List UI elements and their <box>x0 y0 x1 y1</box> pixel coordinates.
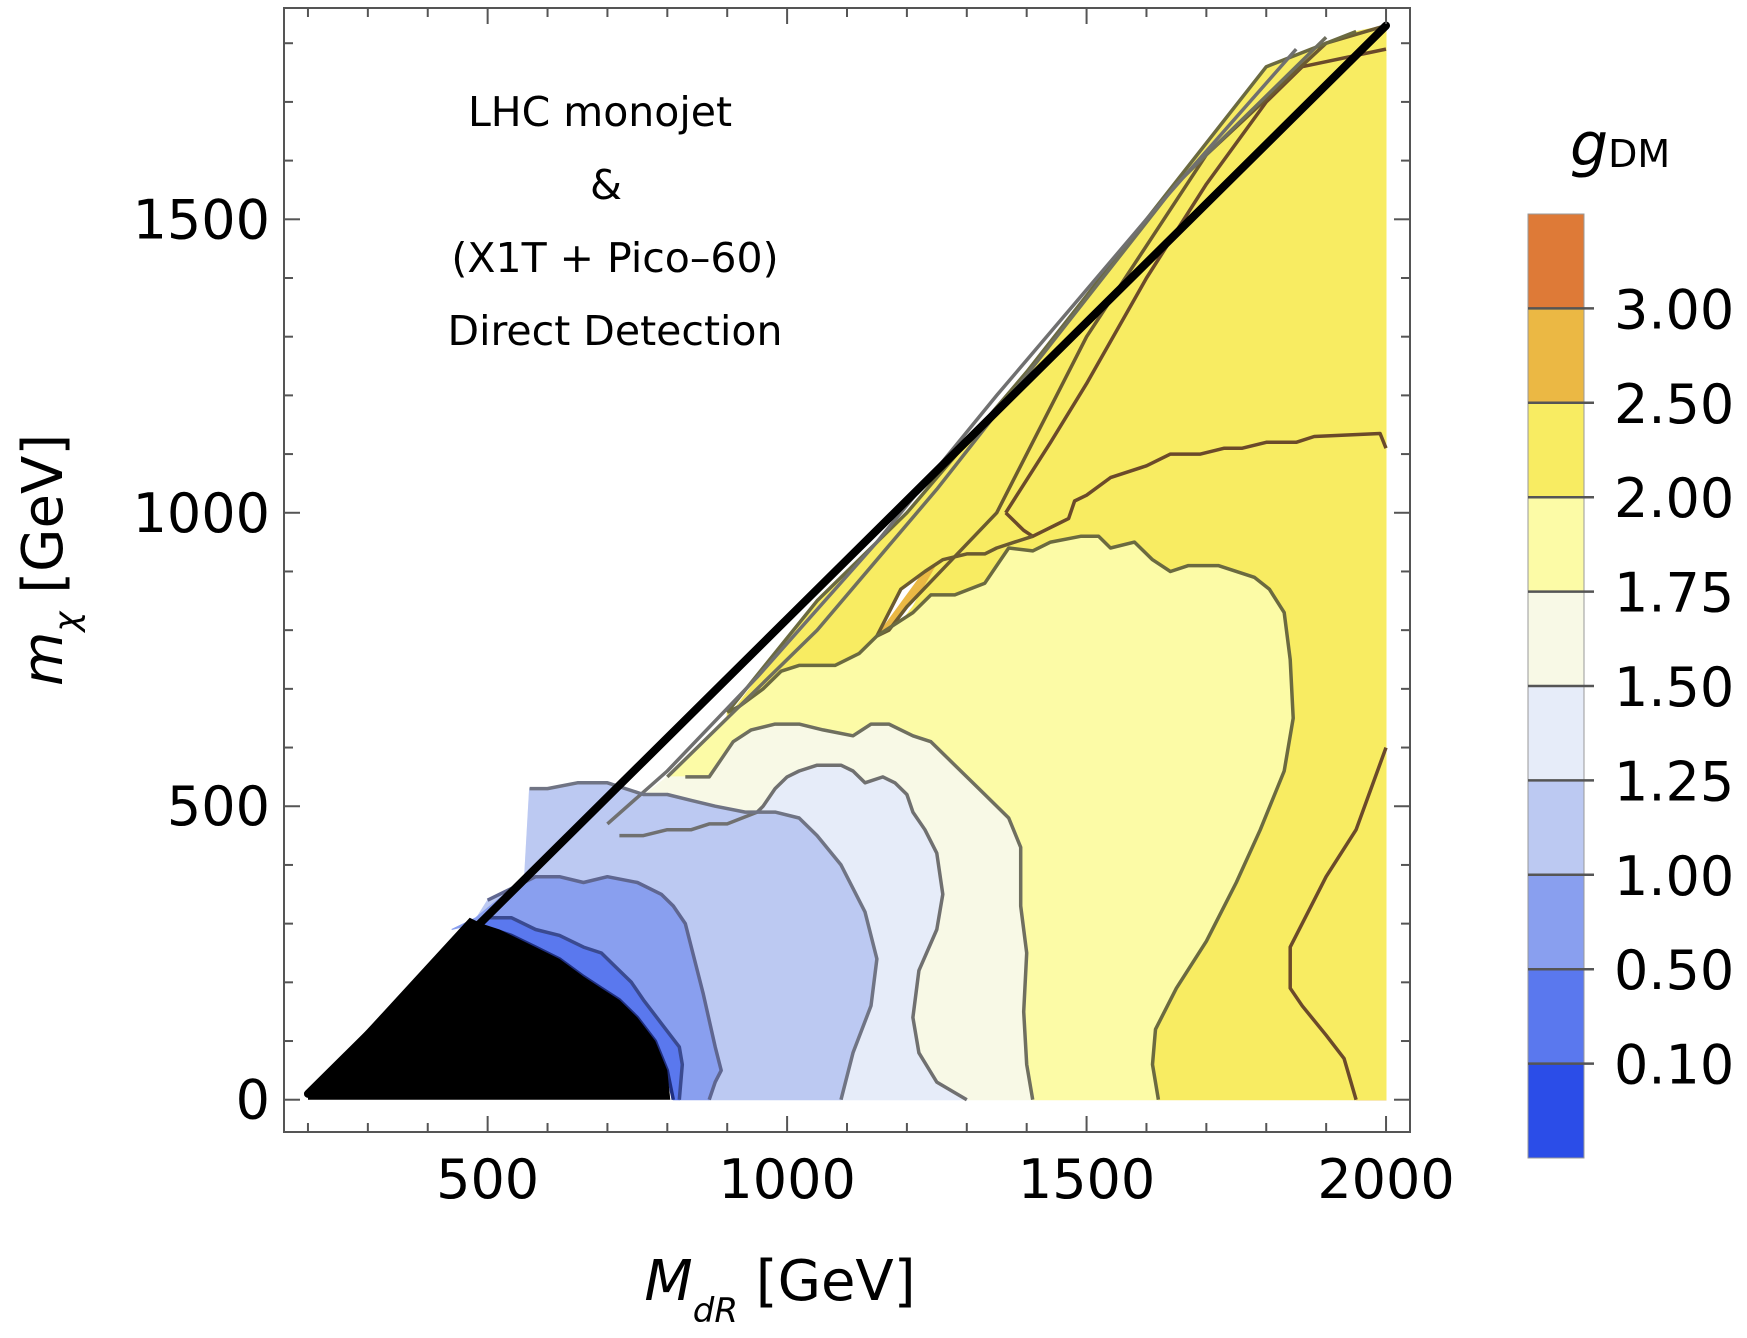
contour-line <box>726 534 1295 1100</box>
colorbar-tick-label: 1.25 <box>1614 750 1734 813</box>
colorbar-tick-label: 0.10 <box>1614 1034 1734 1097</box>
colorbar-tick-label: 3.00 <box>1614 278 1734 341</box>
contour-line <box>529 781 879 1101</box>
contour-line <box>725 29 1357 714</box>
colorbar-band <box>1528 780 1584 876</box>
colorbar-band <box>1528 874 1584 970</box>
colorbar-title-sub: DM <box>1608 132 1670 176</box>
excluded-region <box>308 917 671 1100</box>
colorbar-band <box>1528 969 1584 1065</box>
x-tick-label: 1000 <box>718 1148 855 1211</box>
colorbar-title-main: g <box>1570 110 1608 180</box>
colorbar: 0.10 0.50 1.00 1.25 1.50 1.75 2.00 2.50 3.00 <box>1527 213 1734 1159</box>
annotation-line-4: Direct Detection <box>448 307 783 355</box>
y-axis-title: mχ [GeV] <box>11 434 87 686</box>
contour-line <box>474 916 685 1100</box>
contour-line <box>606 47 1298 826</box>
x-tick-label: 1500 <box>1018 1148 1155 1211</box>
colorbar-band <box>1528 686 1584 781</box>
annotation-line-2: & <box>590 161 622 209</box>
annotation-line-3: (X1T + Pico–60) <box>451 234 778 282</box>
colorbar-band <box>1528 308 1584 404</box>
excluded-polygon <box>308 917 671 1100</box>
x-tick-label: 500 <box>436 1148 539 1211</box>
colorbar-band <box>1528 402 1584 498</box>
colorbar-tick-label: 0.50 <box>1614 939 1734 1002</box>
y-tick-label: 1000 <box>133 482 270 545</box>
colorbar-band <box>1528 214 1584 309</box>
contour-line <box>1004 431 1388 539</box>
x-axis-title: MdR [GeV] <box>644 1249 915 1331</box>
colorbar-tick-label: 1.00 <box>1614 845 1734 908</box>
colorbar-tick-label: 1.50 <box>1614 656 1734 719</box>
y-tick-label: 1500 <box>133 188 270 251</box>
colorbar-tick-label: 1.75 <box>1614 562 1734 625</box>
contour-line <box>875 534 1034 637</box>
contour-line <box>1288 747 1388 1101</box>
colorbar-tick-label: 2.50 <box>1614 373 1734 436</box>
annotation-line-1: LHC monojet <box>468 88 732 136</box>
y-tick-label: 0 <box>236 1069 270 1132</box>
contour-line <box>685 722 1035 1100</box>
contour-line <box>619 763 968 1102</box>
y-tick-label: 500 <box>167 775 270 838</box>
kinematic-boundary-line <box>303 21 1391 1098</box>
colorbar-band <box>1528 1063 1584 1159</box>
x-tick-label: 2000 <box>1317 1148 1454 1211</box>
axis-ticks: 500 1000 1500 2000 0 500 1000 1500 <box>133 8 1455 1211</box>
colorbar-title: gDM <box>1570 110 1670 180</box>
contour-lines <box>474 23 1388 1102</box>
colorbar-band <box>1528 497 1584 593</box>
colorbar-band <box>1528 591 1584 687</box>
contour-line <box>486 874 723 1101</box>
colorbar-tick-label: 2.00 <box>1614 467 1734 530</box>
